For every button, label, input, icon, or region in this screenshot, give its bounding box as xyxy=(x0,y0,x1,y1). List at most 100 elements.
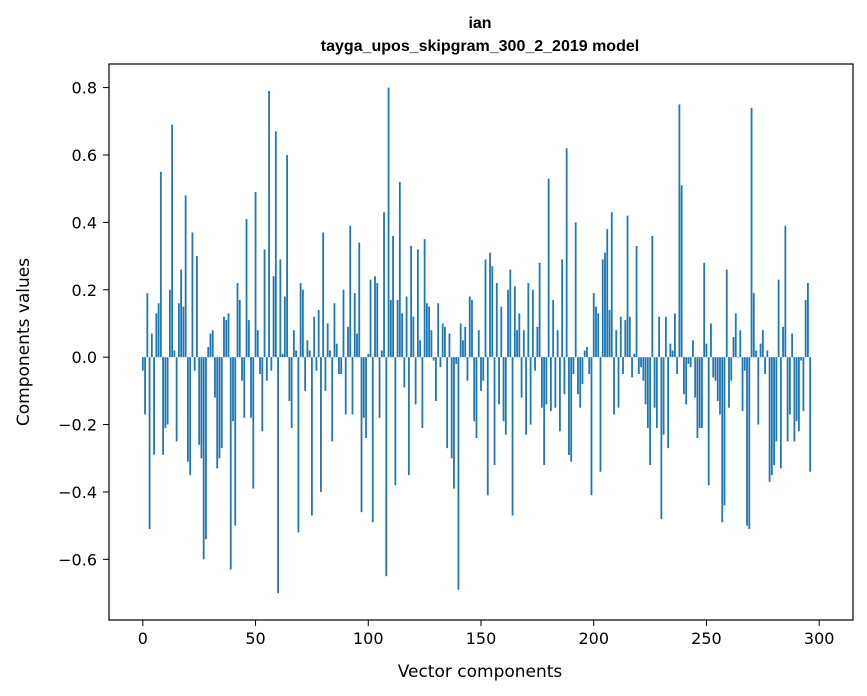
bar-275 xyxy=(761,330,764,358)
x-tick-label: 150 xyxy=(466,629,497,648)
bar-197 xyxy=(586,347,588,358)
bar-178 xyxy=(543,357,546,465)
bar-114 xyxy=(398,181,401,358)
bar-267 xyxy=(743,357,746,371)
bar-112 xyxy=(394,357,397,486)
bar-208 xyxy=(610,212,613,358)
bar-273 xyxy=(757,357,760,425)
bar-75 xyxy=(311,357,313,516)
bar-69 xyxy=(297,357,300,533)
bar-125 xyxy=(423,239,426,358)
bar-185 xyxy=(559,357,561,432)
bar-46 xyxy=(245,219,248,358)
bar-150 xyxy=(480,357,482,391)
bar-160 xyxy=(502,357,505,422)
bar-212 xyxy=(619,316,622,358)
bar-257 xyxy=(721,357,724,523)
bar-121 xyxy=(414,357,417,405)
y-tick-label: 0.8 xyxy=(72,79,97,98)
bar-series xyxy=(141,87,812,594)
bar-242 xyxy=(687,357,690,364)
bar-224 xyxy=(646,357,649,428)
bar-138 xyxy=(453,357,455,489)
bar-50 xyxy=(254,192,257,358)
bar-58 xyxy=(272,276,275,358)
bar-151 xyxy=(482,357,485,381)
bar-171 xyxy=(527,283,530,358)
bar-289 xyxy=(793,357,796,442)
bar-106 xyxy=(380,350,383,358)
bar-204 xyxy=(601,259,604,358)
bar-87 xyxy=(338,357,340,375)
bar-62 xyxy=(281,353,284,358)
bar-244 xyxy=(692,340,694,358)
bar-149 xyxy=(477,330,480,358)
bar-124 xyxy=(421,357,424,428)
bar-27 xyxy=(202,357,205,560)
bar-182 xyxy=(552,299,555,358)
bar-115 xyxy=(401,313,403,358)
bar-77 xyxy=(315,357,318,371)
bar-43 xyxy=(238,299,241,358)
bar-67 xyxy=(292,330,295,358)
bar-99 xyxy=(365,357,367,439)
bar-249 xyxy=(703,262,706,358)
bar-203 xyxy=(599,357,602,472)
bar-188 xyxy=(565,148,568,358)
bar-145 xyxy=(468,296,471,358)
bar-49 xyxy=(252,357,255,489)
bar-232 xyxy=(664,316,667,358)
bar-200 xyxy=(592,293,595,358)
bar-52 xyxy=(259,357,261,375)
bar-173 xyxy=(531,289,534,358)
bar-92 xyxy=(349,225,352,358)
bar-61 xyxy=(279,259,282,358)
bar-98 xyxy=(362,357,365,418)
bar-101 xyxy=(369,279,372,358)
bar-181 xyxy=(549,357,552,412)
bar-210 xyxy=(615,330,618,358)
bar-105 xyxy=(378,357,381,418)
bar-147 xyxy=(473,357,476,422)
bar-170 xyxy=(525,357,527,435)
bar-191 xyxy=(572,357,575,375)
bar-174 xyxy=(534,357,537,371)
bar-60 xyxy=(277,357,279,594)
bar-127 xyxy=(428,306,431,358)
y-axis: −0.6 −0.4 −0.2 0.0 0.2 0.4 0.6 0.8 xyxy=(58,79,109,569)
bar-148 xyxy=(475,357,478,439)
bar-291 xyxy=(797,357,800,432)
bar-21 xyxy=(189,357,192,476)
bar-116 xyxy=(403,357,406,388)
bar-93 xyxy=(351,357,354,415)
y-tick-label: 0.6 xyxy=(72,146,97,165)
bar-162 xyxy=(507,289,509,358)
bar-2 xyxy=(146,293,149,358)
bar-134 xyxy=(444,326,446,358)
bar-51 xyxy=(256,330,259,358)
bar-28 xyxy=(205,357,207,540)
bar-176 xyxy=(538,262,541,358)
bar-153 xyxy=(486,357,489,496)
bar-130 xyxy=(435,357,437,401)
bar-68 xyxy=(295,350,298,358)
bar-213 xyxy=(622,357,624,375)
bar-169 xyxy=(522,330,525,358)
bar-207 xyxy=(608,309,611,358)
bar-241 xyxy=(685,357,688,405)
bar-231 xyxy=(662,357,665,435)
bar-282 xyxy=(777,279,780,358)
bar-218 xyxy=(633,353,636,358)
bar-139 xyxy=(455,357,458,364)
bar-45 xyxy=(243,357,246,418)
bar-71 xyxy=(301,289,304,358)
bar-113 xyxy=(396,299,399,358)
chart-subtitle: tayga_upos_skipgram_300_2_2019 model xyxy=(321,38,639,55)
bar-120 xyxy=(412,316,415,358)
bar-0 xyxy=(141,357,144,371)
bar-179 xyxy=(545,357,548,405)
bar-63 xyxy=(283,296,286,358)
bar-135 xyxy=(446,357,449,449)
bar-219 xyxy=(635,245,638,358)
bar-235 xyxy=(671,350,674,358)
